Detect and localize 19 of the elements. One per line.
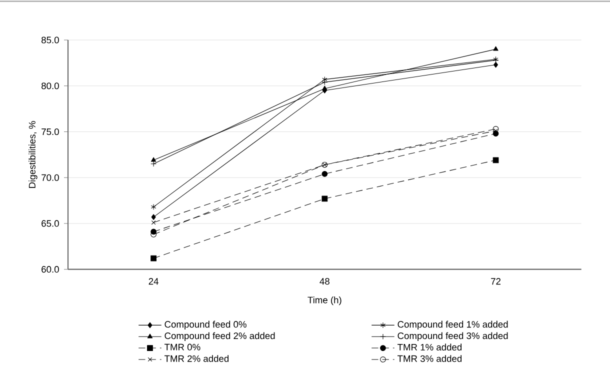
legend-label: TMR 2% added [164,355,229,362]
y-tick-label: 70.0 [42,174,59,181]
legend-label: TMR 1% added [398,344,462,351]
y-axis-title: Digestibilities, % [28,121,38,188]
y-tick-label: 60.0 [42,266,59,273]
x-tick-label: 48 [320,278,330,285]
x-axis-title: Time (h) [308,296,342,306]
legend-label: TMR 0% [164,344,200,350]
legend-label: Compound feed 0% [164,320,246,330]
y-tick-label: 65.0 [42,220,59,227]
y-tick-label: 80.0 [42,82,59,90]
y-tick-label: 85.0 [42,36,59,44]
legend-label: Compound feed 3% added [398,332,508,341]
x-tick-label: 72 [491,278,501,285]
y-tick-label: 75.0 [42,128,59,136]
legend-label: Compound feed 1% added [398,320,508,330]
x-tick-label: 24 [148,278,158,285]
legend-label: Compound feed 2% added [164,332,275,341]
legend-label: TMR 3% added [398,355,462,362]
